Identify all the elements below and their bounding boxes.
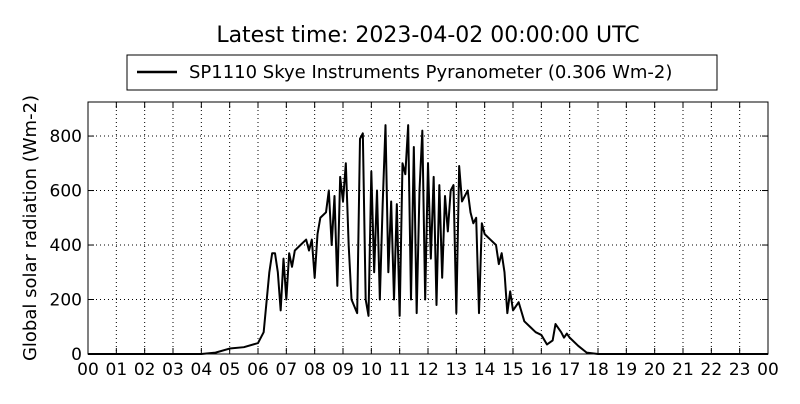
legend-label: SP1110 Skye Instruments Pyranometer (0.3… xyxy=(189,62,672,83)
y-axis-label: Global solar radiation (Wm-2) xyxy=(20,95,41,361)
x-tick-label: 23 xyxy=(729,360,751,380)
x-tick-label: 11 xyxy=(389,360,411,380)
x-tick-label: 02 xyxy=(134,360,156,380)
chart-title: Latest time: 2023-04-02 00:00:00 UTC xyxy=(216,23,639,48)
x-tick-label: 05 xyxy=(219,360,241,380)
x-tick-label: 01 xyxy=(106,360,128,380)
x-tick-label: 03 xyxy=(162,360,184,380)
x-tick-label: 16 xyxy=(531,360,553,380)
y-tick-label: 0 xyxy=(71,345,82,365)
x-tick-label: 19 xyxy=(616,360,638,380)
data-line xyxy=(88,124,768,355)
x-tick-label: 12 xyxy=(417,360,439,380)
x-tick-label: 04 xyxy=(191,360,213,380)
x-tick-label: 22 xyxy=(701,360,723,380)
y-tick-label: 600 xyxy=(50,182,82,202)
x-tick-label: 00 xyxy=(757,360,779,380)
x-tick-label: 08 xyxy=(304,360,326,380)
plot-frame xyxy=(87,101,769,355)
x-tick-label: 09 xyxy=(332,360,354,380)
x-tick-label: 18 xyxy=(587,360,609,380)
y-tick-label: 200 xyxy=(50,291,82,311)
legend-box xyxy=(126,54,718,91)
x-tick-label: 17 xyxy=(559,360,581,380)
y-tick-label: 400 xyxy=(50,236,82,256)
x-tick-label: 13 xyxy=(446,360,468,380)
x-tick-label: 10 xyxy=(361,360,383,380)
x-tick-label: 06 xyxy=(247,360,269,380)
x-tick-label: 15 xyxy=(502,360,524,380)
x-tick-label: 21 xyxy=(672,360,694,380)
x-tick-label: 14 xyxy=(474,360,496,380)
x-tick-label: 20 xyxy=(644,360,666,380)
x-tick-label: 00 xyxy=(77,360,99,380)
y-tick-label: 800 xyxy=(50,127,82,147)
x-tick-label: 07 xyxy=(276,360,298,380)
